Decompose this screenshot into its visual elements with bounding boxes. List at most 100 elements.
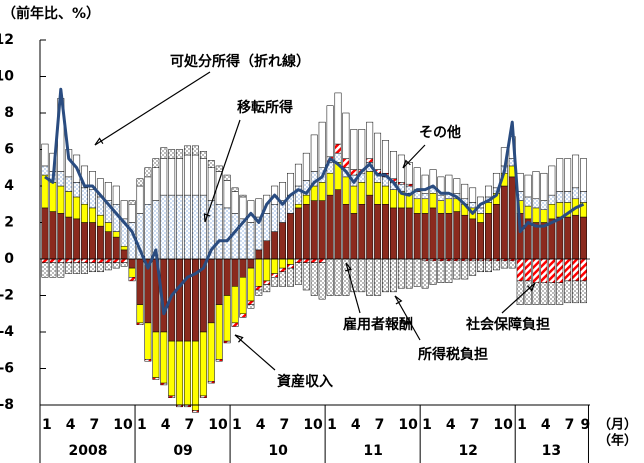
bar-segment — [516, 258, 524, 282]
bar-segment — [191, 145, 199, 156]
bar-segment — [302, 262, 310, 291]
bar-segment — [136, 304, 144, 324]
bar-segment — [294, 163, 302, 187]
bar-segment — [429, 193, 437, 209]
bar-segment — [461, 260, 469, 280]
bar-segment — [350, 169, 358, 176]
bar-segment — [271, 258, 279, 274]
bar-segment — [564, 280, 572, 304]
bar-segment — [524, 196, 532, 207]
bar-segment — [120, 200, 128, 220]
bar-segment — [112, 236, 120, 260]
bar-segment — [405, 162, 413, 185]
bar-segment — [485, 260, 492, 273]
bar-segment — [453, 260, 461, 280]
bar-segment — [437, 194, 445, 201]
bar-segment — [366, 121, 374, 159]
bar-segment — [318, 182, 326, 201]
y-tick-label: 8 — [4, 105, 14, 121]
bar-segment — [207, 322, 215, 382]
bar-segment — [263, 258, 271, 282]
annotation: 社会保障負担 — [465, 316, 550, 333]
bar-segment — [524, 174, 532, 198]
bar-segment — [223, 258, 231, 296]
bar-segment — [239, 258, 247, 278]
x-tick-label: 7 — [280, 417, 290, 433]
bar-segment — [89, 189, 96, 209]
y-tick-label: -2 — [0, 288, 14, 304]
bar-segment — [207, 381, 215, 384]
bar-segment — [580, 216, 587, 260]
annotation-arrowhead — [527, 282, 536, 292]
bar-segment — [421, 198, 429, 214]
bar-segment — [580, 191, 587, 203]
x-tick-label: 7 — [89, 417, 99, 433]
bar-segment — [144, 204, 152, 260]
bar-segment — [96, 258, 104, 263]
bar-segment — [532, 198, 540, 209]
x-tick-label: 7 — [470, 417, 480, 433]
x-tick-label: 1 — [422, 417, 432, 433]
annotation-arrow — [234, 334, 276, 371]
year-label: 12 — [458, 443, 477, 459]
bar-segment — [120, 245, 128, 251]
bar-segment — [572, 280, 580, 304]
bar-segment — [572, 258, 580, 282]
bar-segment — [540, 282, 548, 305]
x-tick-label: 9 — [581, 417, 591, 433]
bar-segment — [96, 262, 104, 273]
bar-segment — [310, 134, 318, 172]
bar-segment — [49, 262, 57, 278]
bar-segment — [556, 258, 564, 283]
bar-segment — [231, 258, 239, 287]
bar-segment — [89, 258, 96, 263]
bar-segment — [279, 182, 287, 201]
y-tick-label: 0 — [4, 251, 14, 267]
bar-segment — [548, 194, 556, 205]
annotation-arrowhead — [402, 159, 411, 169]
annotation-arrowhead — [344, 262, 353, 272]
bar-segment — [334, 143, 342, 154]
x-tick-label: 7 — [185, 417, 195, 433]
bar-segment — [223, 174, 231, 181]
bar-segment — [263, 213, 271, 241]
bar-segment — [310, 200, 318, 260]
x-tick-label: 4 — [351, 417, 361, 433]
x-tick-label: 7 — [565, 417, 575, 433]
bar-segment — [302, 204, 310, 260]
bar-segment — [160, 158, 168, 196]
year-label: 11 — [363, 443, 382, 459]
bar-segment — [500, 185, 508, 260]
bar-segment — [247, 200, 255, 223]
bar-segment — [540, 209, 548, 223]
bar-segment — [429, 260, 437, 285]
bar-segment — [532, 207, 540, 223]
bar-segment — [492, 172, 500, 189]
bar-segment — [136, 178, 144, 187]
annotation: 可処分所得（折れ線） — [170, 53, 310, 70]
bar-segment — [389, 189, 397, 209]
bar-segment — [580, 158, 587, 192]
bar-segment — [294, 207, 302, 260]
bar-segment — [516, 280, 524, 305]
bar-segment — [397, 207, 405, 260]
bar-segment — [310, 185, 318, 201]
bar-segment — [445, 260, 453, 283]
bar-segment — [389, 258, 397, 293]
bar-segment — [89, 207, 96, 223]
x-tick-label: 10 — [208, 417, 228, 433]
bar-segment — [287, 267, 294, 287]
bar-segment — [160, 331, 168, 384]
bar-segment — [136, 258, 144, 305]
bar-segment — [49, 182, 57, 212]
bar-segment — [389, 207, 397, 260]
bar-segment — [199, 395, 207, 398]
line-series — [44, 87, 585, 316]
x-tick-label: 4 — [541, 417, 551, 433]
bar-segment — [199, 158, 207, 196]
bar-segment — [160, 382, 168, 386]
bar-segment — [318, 200, 326, 260]
bar-segment — [318, 121, 326, 168]
bar-segment — [120, 258, 128, 263]
bar-segment — [49, 258, 57, 263]
